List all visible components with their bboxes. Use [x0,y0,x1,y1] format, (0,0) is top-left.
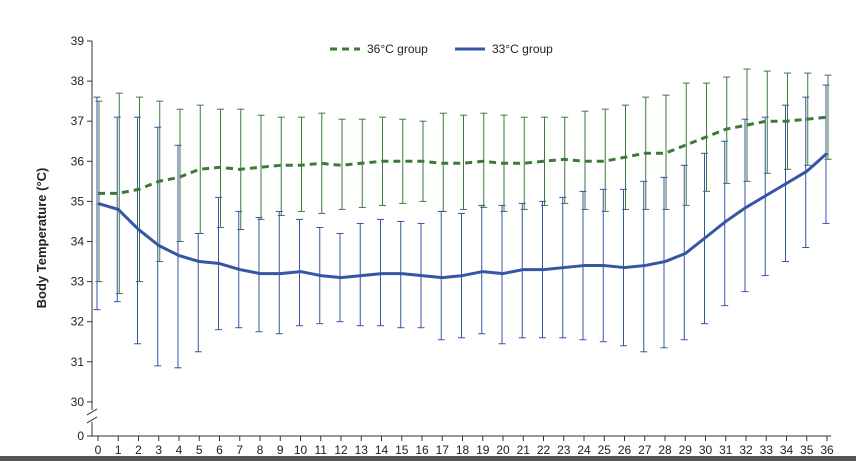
x-tick-label: 30 [699,443,713,457]
x-tick-label: 19 [476,443,490,457]
y-tick-label: 37 [71,114,85,128]
x-tick-label: 23 [557,443,571,457]
x-tick-label: 31 [719,443,733,457]
x-tick-label: 33 [760,443,774,457]
y-tick-label: 0 [77,429,84,443]
x-tick-label: 6 [216,443,223,457]
y-tick-label: 39 [71,34,85,48]
x-tick-label: 7 [236,443,243,457]
chart-legend: 36°C group 33°C group [330,42,553,56]
x-tick-label: 29 [679,443,693,457]
x-tick-label: 32 [739,443,753,457]
y-axis-title: Body Temperature (°C) [34,168,49,309]
x-tick-label: 2 [135,443,142,457]
y-tick-label: 36 [71,154,85,168]
x-tick-label: 26 [618,443,632,457]
y-tick-label: 38 [71,74,85,88]
x-tick-label: 3 [155,443,162,457]
x-tick-label: 21 [517,443,531,457]
x-tick-label: 8 [257,443,264,457]
x-tick-label: 12 [334,443,348,457]
y-tick-label: 31 [71,355,85,369]
x-tick-label: 25 [598,443,612,457]
x-tick-label: 18 [456,443,470,457]
x-tick-label: 22 [537,443,551,457]
x-tick-label: 13 [355,443,369,457]
x-tick-label: 20 [496,443,510,457]
x-tick-label: 9 [277,443,284,457]
x-tick-label: 5 [196,443,203,457]
x-tick-label: 11 [315,443,328,457]
x-tick-label: 4 [176,443,183,457]
x-tick-label: 27 [638,443,652,457]
y-tick-label: 30 [71,395,85,409]
y-tick-label: 34 [71,235,85,249]
series-lines [97,115,828,280]
x-tick-label: 0 [95,443,102,457]
series-line-36c [98,115,828,195]
x-tick-label: 17 [436,443,450,457]
y-tick-label: 32 [71,315,85,329]
error-bars-36c [95,68,832,295]
x-tick-label: 35 [800,443,814,457]
series-line-33c [97,152,828,280]
axis-break-mark [86,416,98,424]
x-tick-label: 28 [658,443,672,457]
legend-label-33c: 33°C group [492,42,553,56]
x-tick-label: 1 [115,443,122,457]
y-tick-label: 33 [71,275,85,289]
legend-label-36c: 36°C group [367,42,428,56]
bottom-edge-bar [0,456,856,461]
x-tick-label: 36 [820,443,834,457]
x-tick-label: 16 [415,443,429,457]
y-tick-label: 35 [71,194,85,208]
axis-break-mark [86,408,98,416]
x-tick-label: 10 [294,443,308,457]
x-tick-label: 34 [780,443,794,457]
x-tick-label: 24 [577,443,591,457]
x-tick-label: 15 [395,443,409,457]
x-tick-label: 14 [375,443,389,457]
